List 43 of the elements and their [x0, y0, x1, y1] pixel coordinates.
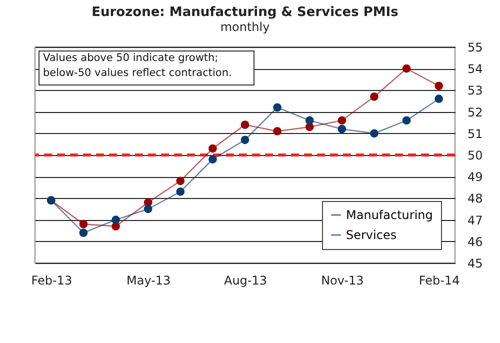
x-tick-label: Nov-13	[321, 274, 364, 288]
chart-title: Eurozone: Manufacturing & Services PMIs	[92, 5, 399, 20]
y-tick-label: 52	[468, 105, 483, 120]
point	[338, 124, 346, 134]
point	[176, 176, 185, 186]
y-tick-label: 55	[468, 40, 483, 54]
point	[176, 188, 185, 196]
x-tick-label: Feb-14	[418, 274, 460, 288]
point	[240, 120, 250, 129]
y-tick-label: 47	[468, 213, 483, 228]
x-tick-label: Aug-13	[224, 274, 268, 288]
y-tick-label: 49	[468, 170, 483, 184]
y-tick-label: 45	[468, 256, 483, 270]
y-tick-label: 50	[468, 148, 483, 162]
point	[79, 220, 88, 228]
point	[402, 64, 411, 73]
point	[144, 204, 152, 214]
point	[273, 127, 282, 136]
x-tick-label: Feb-13	[31, 274, 72, 288]
point	[240, 136, 250, 144]
point	[370, 92, 378, 101]
point	[208, 155, 217, 164]
annotation: Values above 50 indicate growth;	[43, 52, 218, 64]
annotation: below-50 values reflect contraction.	[43, 67, 232, 79]
y-tick-label: 51	[468, 126, 483, 141]
point	[434, 94, 444, 104]
point	[338, 116, 346, 125]
y-tick-label: 48	[468, 192, 483, 206]
y-tick-label: 53	[468, 84, 483, 98]
point	[112, 216, 120, 224]
legend-label: Manufacturing	[346, 208, 433, 222]
point	[402, 116, 411, 125]
point	[370, 129, 378, 138]
point	[434, 82, 444, 90]
x-tick-label: May-13	[126, 274, 171, 288]
point	[305, 116, 314, 125]
y-tick-label: 54	[468, 62, 483, 76]
point	[208, 144, 217, 153]
legend-label: Services	[346, 228, 397, 242]
chart-subtitle: monthly	[220, 20, 270, 34]
y-tick-label: 46	[468, 234, 483, 249]
point	[79, 228, 88, 237]
point	[273, 103, 282, 112]
